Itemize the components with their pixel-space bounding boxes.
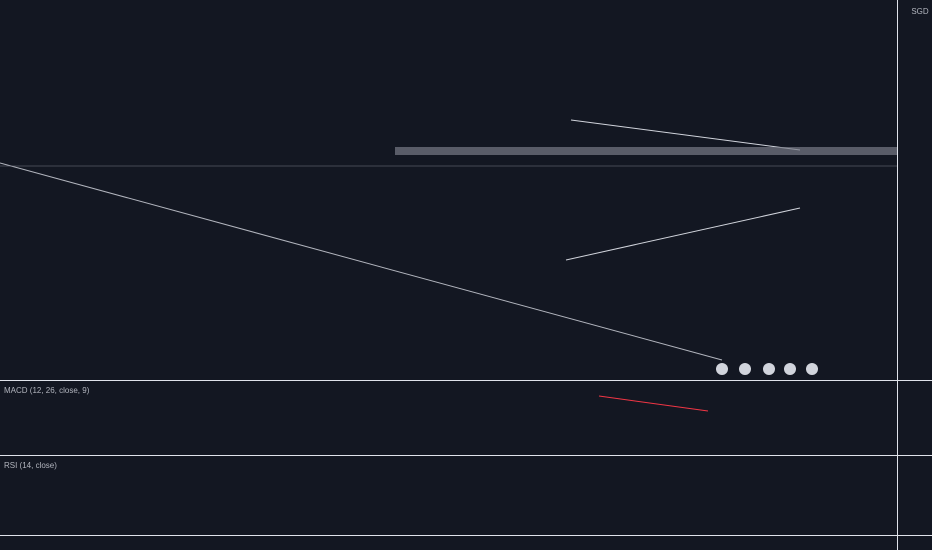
currency-label: SGD [911,7,929,16]
event-icon [716,363,728,375]
triangle-lower [565,207,801,261]
rsi-title: RSI (14, close) [4,461,57,470]
triangle-upper [570,119,801,151]
event-icons [716,363,818,375]
time-axis [0,536,897,550]
event-icon [739,363,751,375]
macd-divergence [598,395,709,412]
resistance-band [395,147,897,155]
drawings [0,119,897,412]
trend-line [0,162,723,361]
event-icon [763,363,775,375]
macd-title: MACD (12, 26, close, 9) [4,386,90,395]
event-icon [806,363,818,375]
event-icon [784,363,796,375]
